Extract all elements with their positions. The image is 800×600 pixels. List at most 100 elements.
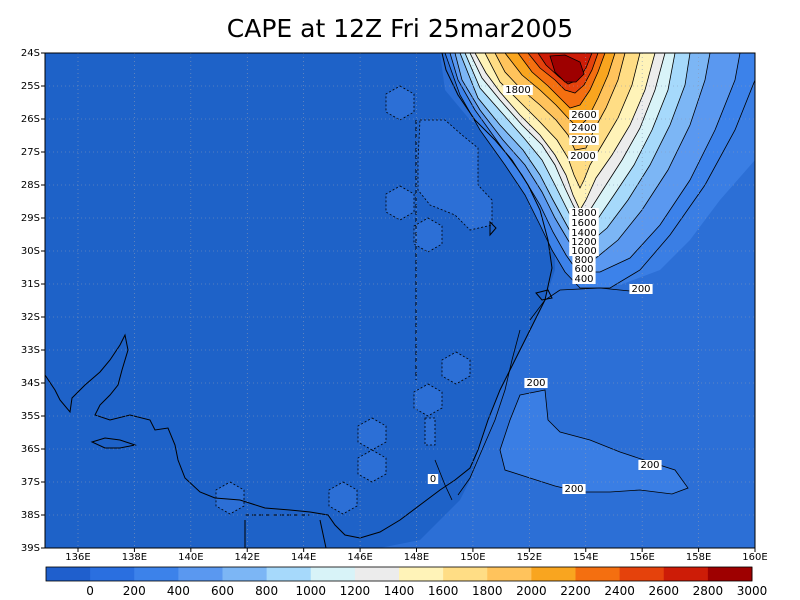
lon-tick-label: 150E <box>460 552 485 563</box>
svg-text:400: 400 <box>574 274 593 285</box>
contour-label: 1400 <box>569 228 599 239</box>
svg-text:1800: 1800 <box>571 208 596 219</box>
svg-text:200: 200 <box>526 378 545 389</box>
svg-text:2600: 2600 <box>571 110 596 121</box>
colorbar-label: 2800 <box>693 584 724 598</box>
colorbar-swatch <box>310 567 356 581</box>
colorbar-swatch <box>531 567 576 581</box>
hex-patches <box>215 85 493 515</box>
colorbar-swatch <box>487 567 532 581</box>
colorbar-swatch <box>46 567 91 581</box>
colorbar-swatch <box>399 567 444 581</box>
coastline <box>45 53 553 548</box>
contour-label: 600 <box>572 264 596 275</box>
lon-tick-label: 148E <box>404 552 429 563</box>
lat-tick-label: 29S <box>21 213 40 224</box>
lon-tick-label: 152E <box>517 552 542 563</box>
contour-label: 1200 <box>569 237 599 248</box>
contour-label: 1800 <box>569 208 599 219</box>
colorbar-label: 1600 <box>428 584 459 598</box>
lon-tick-label: 160E <box>742 552 767 563</box>
lat-tick-label: 25S <box>21 81 40 92</box>
lon-tick-label: 142E <box>235 552 260 563</box>
lat-tick-label: 28S <box>21 180 40 191</box>
svg-text:0: 0 <box>430 474 436 485</box>
lon-tick-label: 144E <box>291 552 316 563</box>
lat-tick-label: 30S <box>21 246 40 257</box>
colorbar-swatch <box>354 567 400 581</box>
latitude-axis: 24S 25S 26S 27S 28S 29S 30S 31S 32S 33S 34S 35S 36S 3… <box>21 48 45 554</box>
contour-label: 0 <box>427 474 439 485</box>
colorbar-label: 1800 <box>472 584 503 598</box>
lon-tick-label: 154E <box>573 552 598 563</box>
colorbar-label: 2200 <box>560 584 591 598</box>
svg-text:1400: 1400 <box>571 228 596 239</box>
colorbar-label: 1400 <box>384 584 415 598</box>
colorbar-label: 200 <box>123 584 146 598</box>
svg-text:200: 200 <box>564 484 583 495</box>
colorbar-label: 3000 <box>737 584 768 598</box>
colorbar-swatch <box>134 567 179 581</box>
lat-tick-label: 31S <box>21 279 40 290</box>
colorbar: 0 200 400 600 800 1000 1200 1400 1600 1800 2000 220… <box>45 566 768 598</box>
lat-tick-label: 38S <box>21 510 40 521</box>
colorbar-label: 2000 <box>516 584 547 598</box>
lat-tick-label: 39S <box>21 543 40 554</box>
lat-tick-label: 26S <box>21 114 40 125</box>
contour-label: 1000 <box>569 246 599 257</box>
svg-text:1800: 1800 <box>505 85 530 96</box>
colorbar-label: 800 <box>255 584 278 598</box>
lon-tick-label: 136E <box>65 552 90 563</box>
colorbar-swatch <box>663 567 709 581</box>
colorbar-swatch <box>707 567 753 581</box>
svg-text:2200: 2200 <box>571 135 596 146</box>
colorbar-swatch <box>575 567 621 581</box>
colorbar-label: 2400 <box>604 584 635 598</box>
lat-tick-label: 37S <box>21 477 40 488</box>
svg-text:600: 600 <box>574 264 593 275</box>
contour-label: 200 <box>562 484 586 495</box>
svg-text:1600: 1600 <box>571 218 596 229</box>
colorbar-label: 0 <box>86 584 94 598</box>
colorbar-label: 2600 <box>648 584 679 598</box>
lat-tick-label: 34S <box>21 378 40 389</box>
map-title: CAPE at 12Z Fri 25mar2005 <box>226 14 574 43</box>
svg-text:200: 200 <box>631 284 650 295</box>
svg-text:800: 800 <box>574 255 593 266</box>
colorbar-swatch <box>443 567 488 581</box>
lat-tick-label: 33S <box>21 345 40 356</box>
contour-label: 2200 <box>569 135 599 146</box>
contour-label: 200 <box>629 284 653 295</box>
contour-label: 200 <box>524 378 548 389</box>
contour-label: 200 <box>638 460 662 471</box>
contour-label: 800 <box>572 255 596 266</box>
colorbar-label: 600 <box>211 584 234 598</box>
colorbar-label: 1000 <box>295 584 326 598</box>
contour-label: 1800 <box>503 85 533 96</box>
colorbar-swatch <box>178 567 223 581</box>
contour-label: 2600 <box>569 110 599 121</box>
lat-tick-label: 32S <box>21 312 40 323</box>
colorbar-swatch <box>619 567 665 581</box>
svg-text:2000: 2000 <box>570 151 595 162</box>
contour-label: 2000 <box>568 151 598 162</box>
colorbar-label: 400 <box>167 584 190 598</box>
lon-tick-label: 158E <box>686 552 711 563</box>
svg-text:1000: 1000 <box>571 246 596 257</box>
lat-tick-label: 24S <box>21 48 40 59</box>
lat-tick-label: 35S <box>21 411 40 422</box>
colorbar-swatch <box>222 567 268 581</box>
lon-tick-label: 146E <box>347 552 372 563</box>
colorbar-swatch <box>90 567 135 581</box>
lon-tick-label: 156E <box>629 552 654 563</box>
lon-tick-label: 140E <box>178 552 203 563</box>
map-frame <box>44 52 756 549</box>
contour-labels: 1800260024002200200018001600140012001000… <box>427 85 662 495</box>
svg-text:1200: 1200 <box>571 237 596 248</box>
contour-label: 400 <box>572 274 596 285</box>
contour-label: 2400 <box>569 123 599 134</box>
contour-label: 1600 <box>569 218 599 229</box>
svg-text:2400: 2400 <box>571 123 596 134</box>
svg-text:200: 200 <box>640 460 659 471</box>
